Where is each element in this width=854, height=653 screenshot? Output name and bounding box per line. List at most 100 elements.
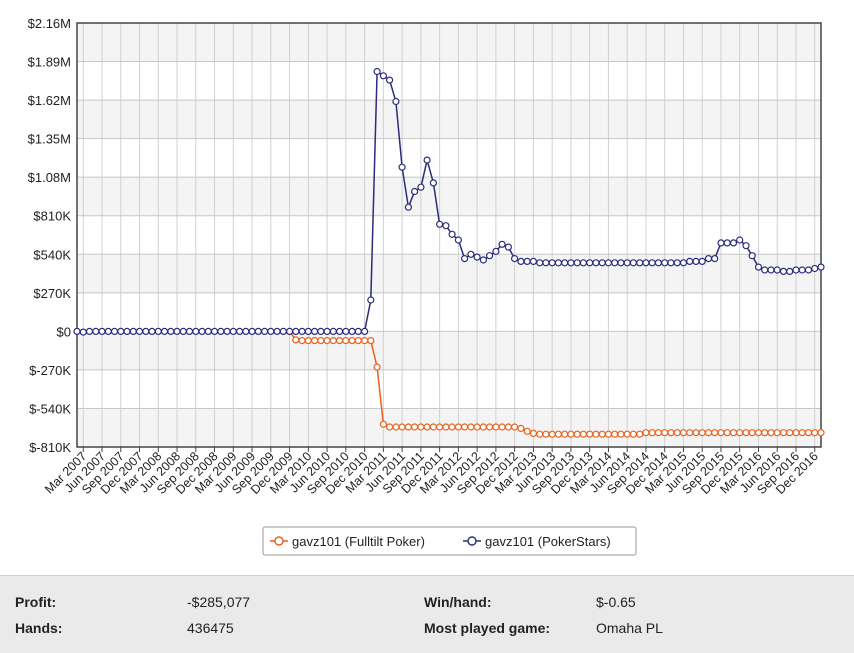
legend-box <box>262 526 637 556</box>
data-point <box>779 267 788 275</box>
data-point <box>254 327 262 335</box>
data-point <box>336 327 344 335</box>
profit-value: -$285,077 <box>187 594 251 610</box>
y-tick-label: $540K <box>33 247 71 262</box>
data-point <box>692 257 700 265</box>
y-tick-label: $1.62M <box>28 93 71 108</box>
data-point <box>573 259 581 267</box>
data-point <box>798 266 806 274</box>
data-point <box>729 429 738 437</box>
data-point <box>486 252 494 260</box>
data-point <box>642 429 650 437</box>
data-point <box>761 266 769 274</box>
data-point <box>336 337 344 345</box>
data-point <box>542 430 550 438</box>
data-point <box>529 257 538 265</box>
data-point <box>217 327 225 335</box>
data-point <box>510 255 519 263</box>
most-played-label: Most played game: <box>424 620 551 636</box>
chart-svg: $2.16M $1.89M $1.62M $1.35M $1.08M $810K $540K… <box>28 16 825 556</box>
data-point <box>579 259 588 267</box>
data-point <box>398 163 406 171</box>
data-point <box>611 259 619 267</box>
data-point <box>173 327 181 335</box>
data-point <box>561 259 569 267</box>
data-point <box>811 264 819 273</box>
data-point <box>498 240 506 248</box>
data-point <box>329 327 337 335</box>
data-point <box>404 203 412 211</box>
profit-chart: $2.16M $1.89M $1.62M $1.35M $1.08M $810K $540K… <box>28 16 825 556</box>
data-point <box>529 429 538 437</box>
data-point <box>129 327 137 335</box>
data-point <box>342 327 350 335</box>
data-point <box>548 430 556 438</box>
data-point <box>648 429 656 437</box>
data-point <box>536 430 544 438</box>
data-point <box>667 259 675 267</box>
data-point <box>392 97 400 106</box>
winhand-value: $-0.65 <box>596 594 636 610</box>
data-point <box>804 266 813 274</box>
data-point <box>617 430 625 438</box>
data-point <box>242 327 250 335</box>
data-point <box>498 423 506 431</box>
data-point <box>717 239 725 247</box>
data-point <box>761 429 769 437</box>
data-point <box>661 259 669 267</box>
data-point <box>679 259 688 267</box>
data-point <box>561 430 569 438</box>
data-point <box>135 327 144 335</box>
plot-border <box>76 22 822 448</box>
data-point <box>473 423 481 431</box>
grid-band <box>77 100 821 139</box>
data-point <box>398 423 406 431</box>
data-point <box>423 423 431 431</box>
data-point <box>686 257 694 265</box>
y-tick-label: $270K <box>33 286 71 301</box>
data-point <box>248 327 256 335</box>
data-point <box>379 420 387 428</box>
data-point <box>504 423 512 431</box>
data-point <box>642 259 650 267</box>
legend-marker-icon <box>274 536 284 546</box>
data-point <box>342 337 350 345</box>
data-point <box>329 337 337 345</box>
y-tick-label: $2.16M <box>28 16 71 31</box>
data-point <box>586 259 594 267</box>
data-point <box>817 429 825 437</box>
data-point <box>436 220 444 228</box>
data-point <box>754 263 763 271</box>
data-point <box>479 423 487 431</box>
data-point <box>273 327 281 335</box>
data-point <box>748 252 756 260</box>
data-point <box>142 327 150 335</box>
data-point <box>236 327 244 335</box>
data-point <box>223 327 231 335</box>
y-tick-label: $0 <box>57 324 71 339</box>
winhand-label: Win/hand: <box>424 594 492 610</box>
data-point <box>117 327 125 335</box>
data-point <box>204 327 212 335</box>
data-point <box>354 327 362 335</box>
data-point <box>167 327 175 335</box>
data-point <box>373 363 381 371</box>
data-point <box>179 327 187 335</box>
data-point <box>110 327 119 335</box>
data-point <box>592 259 600 267</box>
data-point <box>542 259 550 267</box>
data-point <box>567 259 575 267</box>
data-point <box>667 429 675 437</box>
data-point <box>411 423 419 431</box>
data-point <box>323 327 331 335</box>
data-point <box>510 423 519 431</box>
grid-band <box>77 177 821 216</box>
data-point <box>811 429 819 437</box>
data-point <box>604 430 613 438</box>
data-point <box>448 423 456 431</box>
y-tick-label: $1.89M <box>28 55 71 70</box>
data-point <box>692 429 700 437</box>
data-point <box>467 250 475 258</box>
data-point <box>717 429 725 437</box>
data-point <box>798 429 806 437</box>
